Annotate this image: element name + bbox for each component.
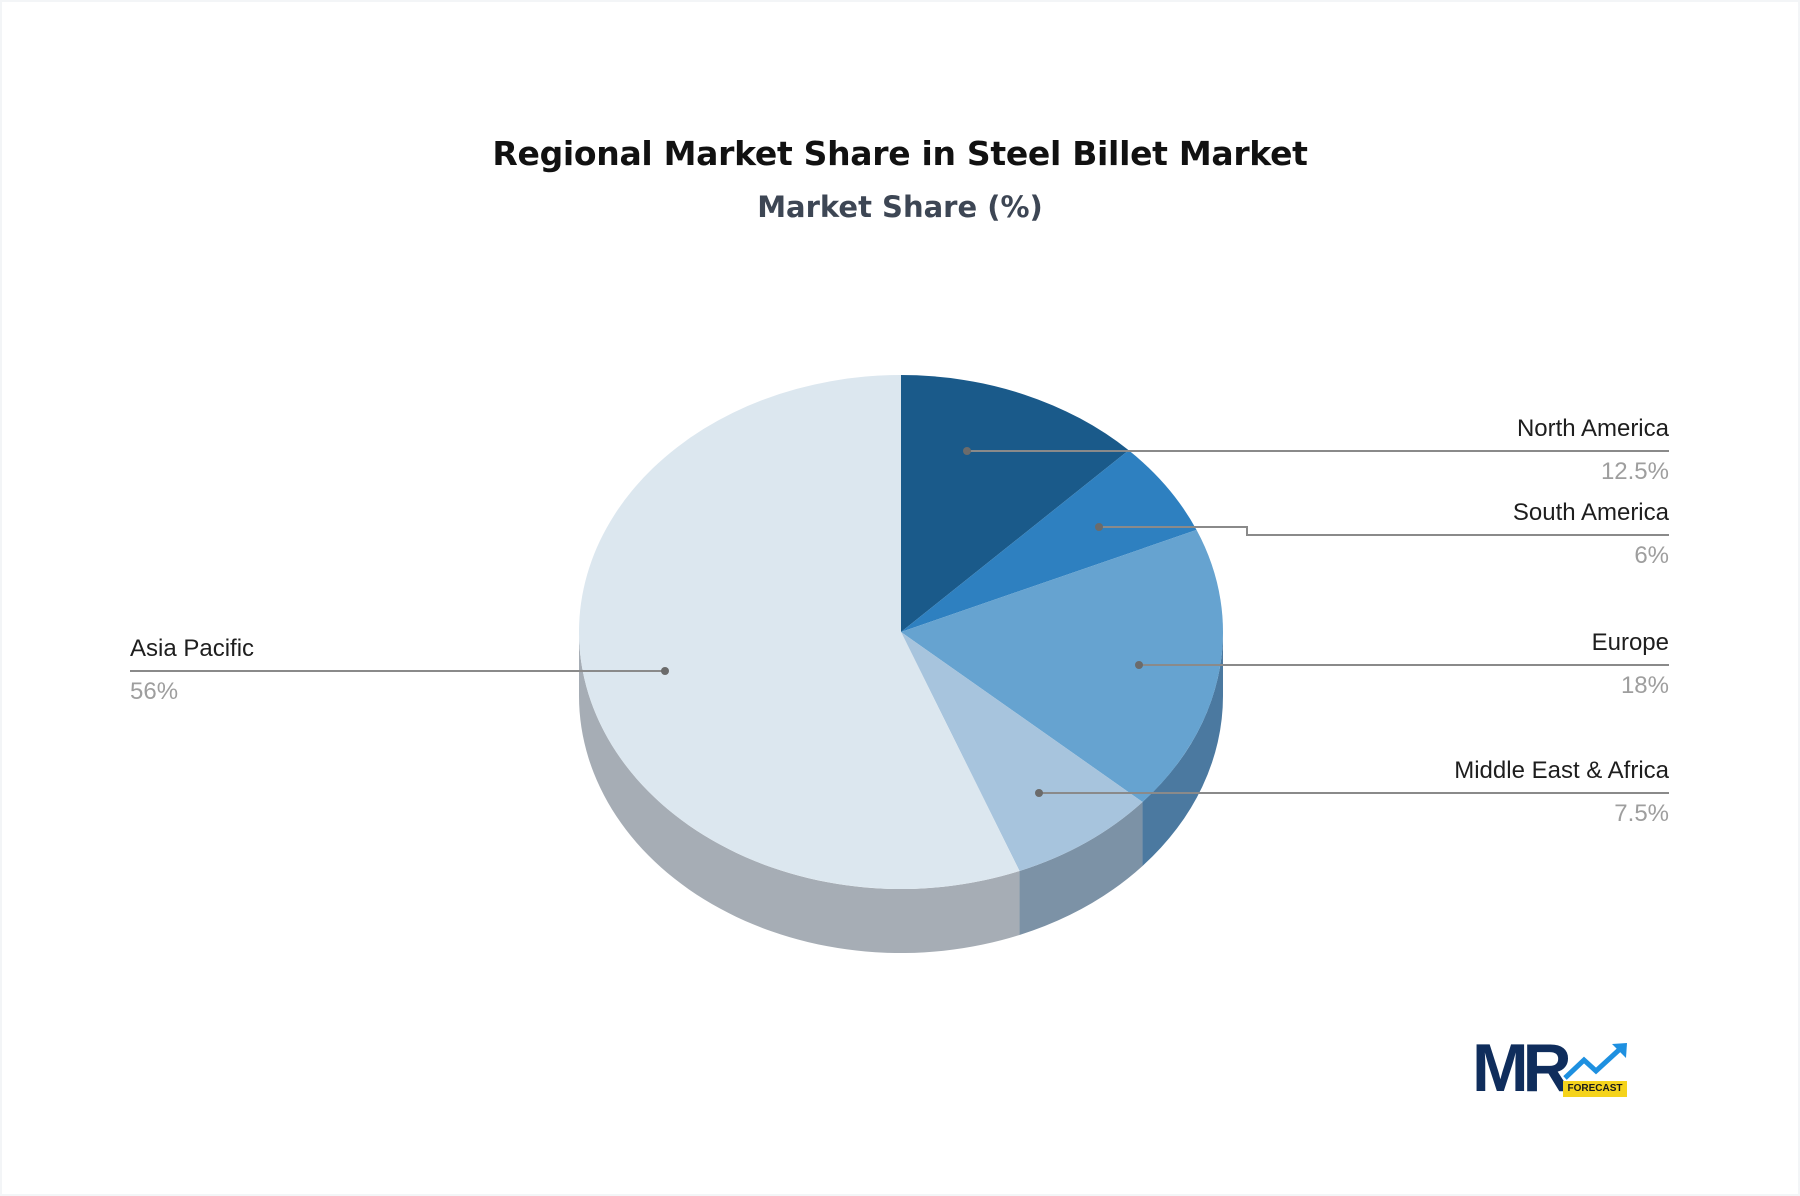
- pie-slice-south-america[interactable]: [901, 450, 1197, 632]
- pie-side-asia-pacific: [579, 632, 1020, 954]
- callout-value-europe: 18%: [1620, 672, 1669, 699]
- pie-side-middle-east-africa: [1019, 801, 1143, 935]
- callout-label-mea: Middle East & Africa: [1454, 757, 1669, 784]
- leader-dot-north-america: [963, 447, 971, 455]
- pie-slice-asia-pacific[interactable]: [579, 375, 1020, 889]
- pie-side-walls: [579, 632, 1223, 954]
- logo-text: MR: [1472, 1030, 1572, 1106]
- leader-line-south-america: [1099, 526, 1669, 536]
- callout-label-north-america: North America: [1516, 415, 1669, 442]
- callout-value-asia-pacific: 56%: [130, 678, 179, 705]
- callout-label-asia-pacific: Asia Pacific: [130, 635, 255, 662]
- pie-slice-middle-east-africa[interactable]: [901, 632, 1143, 871]
- pie-slice-north-america[interactable]: [901, 375, 1129, 632]
- leader-dot-asia-pacific: [661, 667, 669, 675]
- callout-lines: [130, 447, 1669, 797]
- pie-slice-europe[interactable]: [901, 529, 1224, 802]
- leader-dot-south-america: [1095, 523, 1103, 531]
- pie-side-europe: [1142, 632, 1223, 866]
- callout-value-south-america: 6%: [1634, 542, 1669, 569]
- chart-title: Regional Market Share in Steel Billet Ma…: [492, 134, 1308, 173]
- callout-label-south-america: South America: [1512, 499, 1669, 526]
- pie-slices: [579, 375, 1224, 889]
- logo-badge: FORECAST: [1563, 1081, 1627, 1097]
- leader-dot-mea: [1035, 789, 1043, 797]
- leader-dot-europe: [1135, 661, 1143, 669]
- trend-arrow-icon: [1563, 1043, 1627, 1080]
- callout-value-north-america: 12.5%: [1600, 458, 1669, 485]
- mr-forecast-logo: MR FORECAST: [1472, 1034, 1632, 1102]
- callout-value-mea: 7.5%: [1614, 800, 1669, 827]
- chart-subtitle: Market Share (%): [757, 190, 1043, 224]
- callout-label-europe: Europe: [1591, 629, 1669, 656]
